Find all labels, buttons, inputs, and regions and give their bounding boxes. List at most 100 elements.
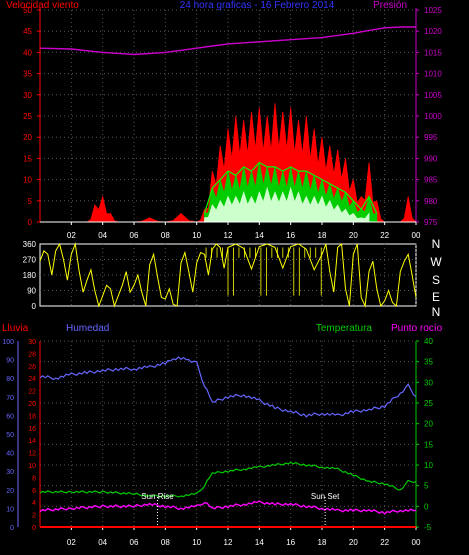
panel3-temp-tick-label: 25 (424, 399, 433, 408)
panel3-humidity-tick-label: 40 (6, 451, 14, 458)
panel1-left-tick-label: 25 (23, 112, 32, 121)
panel2-compass-label: E (432, 290, 440, 304)
panel1-x-tick-label: 20 (349, 231, 358, 240)
title-temperature: Temperatura (316, 323, 373, 334)
panel3-temp-tick-label: 0 (424, 502, 429, 511)
panel3-humidity-tick-label: 70 (6, 395, 14, 402)
panel1-x-tick-label: 12 (224, 231, 233, 240)
pressure-line (39, 26, 416, 56)
panel1-x-tick-label: 22 (380, 231, 389, 240)
title-rain: Lluvia (2, 323, 29, 334)
panel1-left-tick-label: 15 (23, 154, 32, 163)
panel3-rain-tick-label: 14 (28, 438, 36, 445)
panel1-left-tick-label: 45 (23, 27, 32, 36)
panel3-temp-tick-label: 30 (424, 378, 433, 387)
title-dewpoint: Punto rocío (391, 323, 443, 334)
panel3-x-tick-label: 06 (130, 538, 139, 547)
panel1-x-tick-label: 00 (412, 231, 421, 240)
panel3-rain-tick-label: 0 (32, 525, 36, 532)
panel2-compass-label: N (432, 305, 441, 319)
panel3-temp-tick-label: 40 (424, 337, 433, 346)
panel3-x-tick-label: 10 (192, 538, 201, 547)
panel3-rain-tick-label: 24 (28, 376, 36, 383)
sun-marker-label: Sun Set (311, 492, 340, 501)
panel3-temp-tick-label: 15 (424, 440, 433, 449)
panel2-left-tick-label: 90 (27, 287, 36, 296)
panel1-right-tick-label: 1000 (424, 112, 442, 121)
panel1-x-tick-label: 08 (161, 231, 170, 240)
panel1-x-tick-label: 02 (67, 231, 76, 240)
panel3-humidity-tick-label: 20 (6, 488, 14, 495)
panel3-x-tick-label: 02 (67, 538, 76, 547)
title-chart-date: 24 hora graficas - 16 Febrero 2014 (180, 0, 335, 11)
temperature-line (39, 461, 417, 498)
panel1-right-tick-label: 980 (424, 197, 438, 206)
panel3-x-tick-label: 20 (349, 538, 358, 547)
panel3-rain-tick-label: 30 (28, 339, 36, 346)
panel3-humidity-tick-label: 80 (6, 376, 14, 383)
panel1-right-tick-label: 1020 (424, 27, 442, 36)
panel2-left-tick-label: 180 (23, 271, 37, 280)
panel2-compass-label: S (432, 273, 440, 287)
panel3-rain-tick-label: 8 (32, 475, 36, 482)
panel1-right-tick-label: 995 (424, 133, 438, 142)
panel3-rain-tick-label: 6 (32, 488, 36, 495)
wind-gust-line (203, 161, 378, 214)
panel1-right-tick-label: 990 (424, 154, 438, 163)
panel3-humidity-tick-label: 90 (6, 358, 14, 365)
panel2-left-tick-label: 360 (23, 240, 37, 249)
panel3-rain-tick-label: 2 (32, 513, 36, 520)
panel1-right-tick-label: 1015 (424, 48, 442, 57)
panel3-temp-tick-label: 20 (424, 420, 433, 429)
panel3-temp-tick-label: 5 (424, 482, 429, 491)
panel3-humidity-tick-label: 100 (2, 339, 14, 346)
panel3-x-tick-label: 18 (318, 538, 327, 547)
panel1-left-tick-label: 0 (28, 218, 33, 227)
panel1-left-tick-label: 30 (23, 91, 32, 100)
panel1-right-tick-label: 1010 (424, 70, 442, 79)
panel1-x-tick-label: 04 (98, 231, 107, 240)
panel1-x-tick-label: 06 (130, 231, 139, 240)
title-humidity: Humedad (66, 323, 109, 334)
panel3-x-tick-label: 08 (161, 538, 170, 547)
panel3-rain-tick-label: 4 (32, 500, 36, 507)
panel3-x-tick-label: 22 (380, 538, 389, 547)
panel3-rain-tick-label: 20 (28, 401, 36, 408)
title-wind-speed: Velocidad viento (6, 0, 79, 11)
panel3-humidity-tick-label: 60 (6, 413, 14, 420)
panel3-humidity-tick-label: 50 (6, 432, 14, 439)
panel3-rain-tick-label: 28 (28, 351, 36, 358)
panel1-left-tick-label: 5 (28, 197, 33, 206)
panel3-rain-tick-label: 10 (28, 463, 36, 470)
panel1-left-tick-label: 20 (23, 133, 32, 142)
panel3-rain-tick-label: 12 (28, 451, 36, 458)
panel3-temp-tick-label: -5 (424, 523, 432, 532)
panel3-rain-tick-label: 22 (28, 389, 36, 396)
panel3-x-tick-label: 04 (98, 538, 107, 547)
panel1-right-tick-label: 1005 (424, 91, 442, 100)
panel1-left-tick-label: 10 (23, 176, 32, 185)
panel1-left-tick-label: 40 (23, 48, 32, 57)
panel3-humidity-tick-label: 0 (10, 525, 14, 532)
panel3-temp-tick-label: 35 (424, 358, 433, 367)
panel3-x-tick-label: 12 (224, 538, 233, 547)
title-pressure: Presión (373, 0, 407, 11)
panel1-x-tick-label: 10 (192, 231, 201, 240)
panel3-humidity-tick-label: 30 (6, 469, 14, 476)
panel2-compass-label: W (430, 255, 442, 269)
panel3-x-tick-label: 00 (412, 538, 421, 547)
panel1-right-tick-label: 1025 (424, 6, 442, 15)
panel3-rain-tick-label: 18 (28, 413, 36, 420)
panel1-right-tick-label: 985 (424, 176, 438, 185)
panel1-left-tick-label: 50 (23, 6, 32, 15)
panel3-rain-tick-label: 26 (28, 364, 36, 371)
panel3-x-tick-label: 16 (286, 538, 295, 547)
panel1-right-tick-label: 975 (424, 218, 438, 227)
sun-marker-label: Sun Rise (141, 492, 174, 501)
panel2-left-tick-label: 270 (23, 256, 37, 265)
panel2-left-tick-label: 0 (32, 302, 37, 311)
panel1-x-tick-label: 16 (286, 231, 295, 240)
panel1-x-tick-label: 18 (318, 231, 327, 240)
